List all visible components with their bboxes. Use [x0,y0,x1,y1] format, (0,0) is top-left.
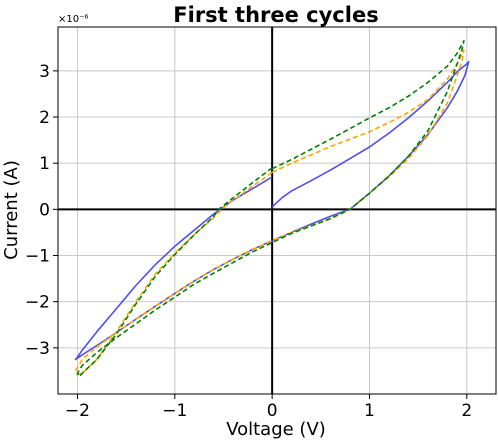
series-group [74,39,470,378]
y-tick-label: −1 [25,247,50,267]
x-tick-label: 1 [364,401,375,421]
x-ticks: −2 −1 0 1 2 [65,394,472,421]
x-tick-label: −2 [65,401,90,421]
y-tick-label: 1 [39,154,50,174]
y-tick-label: 3 [39,62,50,82]
plot-frame [57,26,497,395]
series-line-2 [74,49,465,376]
y-axis-label: Current (A) [1,160,22,260]
x-axis-label: Voltage (V) [226,419,326,440]
y-tick-label: 0 [39,200,50,220]
y-tick-label: 2 [39,108,50,128]
y-tick-label: −2 [25,293,50,313]
series-line-1 [74,60,470,361]
y-tick-label: −3 [25,339,50,359]
x-tick-label: −1 [162,401,187,421]
x-tick-label: 2 [461,401,472,421]
series-line-3 [76,39,465,378]
x-tick-label: 0 [267,401,278,421]
y-ticks: −3 −2 −1 0 1 2 3 [25,62,58,359]
y-axis-multiplier: ×10⁻⁶ [58,14,88,25]
zero-axes [58,27,496,394]
grid [58,27,496,394]
chart-title: First three cycles [173,3,378,27]
